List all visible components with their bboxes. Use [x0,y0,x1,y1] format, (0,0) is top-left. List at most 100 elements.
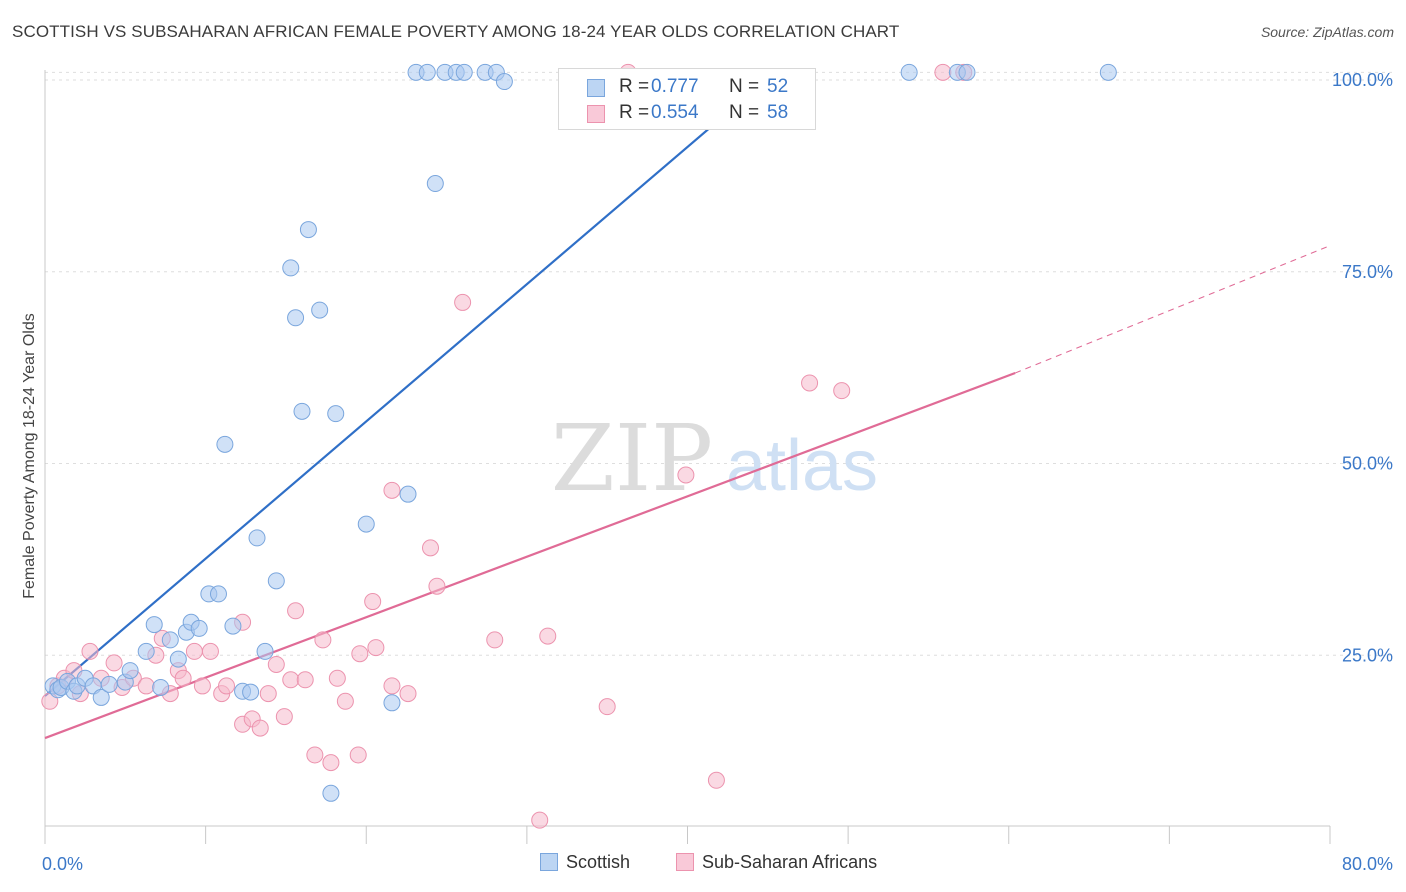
scottish-swatch [540,853,558,871]
point-scottish [216,435,234,453]
legend-n-label: N = [729,76,760,97]
legend-item-scottish[interactable]: Scottish [540,852,630,873]
y-tick-label: 25.0% [1342,645,1393,665]
watermark-zip: ZIP [551,405,713,512]
legend-r-label: R = [619,76,650,97]
legend-n-value: 58 [767,102,789,123]
point-scottish [169,650,187,668]
point-scottish [100,675,118,693]
point-scottish [145,616,163,634]
point-scottish [311,301,329,319]
legend-swatch-blue [587,79,605,97]
point-subsaharan [422,539,439,557]
point-subsaharan [137,677,155,695]
legend-swatch-pink [587,105,605,123]
point-scottish [92,688,110,706]
point-scottish [242,683,260,701]
point-subsaharan [314,631,332,649]
x-tick-label: 0.0% [42,854,83,874]
point-subsaharan [349,746,367,764]
point-scottish [190,619,208,637]
point-subsaharan [201,642,219,660]
point-scottish [357,515,375,533]
point-scottish [418,63,436,81]
watermark: ZIP atlas [551,405,878,512]
y-tick-label: 50.0% [1342,454,1393,474]
point-subsaharan [259,685,277,703]
point-subsaharan [934,63,952,81]
point-scottish [137,642,155,660]
point-scottish [299,221,317,239]
point-scottish [224,617,242,635]
trend-line-scottish [44,82,763,697]
point-scottish [455,63,473,81]
legend-item-subsaharan[interactable]: Sub-Saharan Africans [676,852,877,873]
point-subsaharan [193,677,211,695]
point-scottish [399,485,417,503]
point-subsaharan [267,655,285,673]
correlation-legend: R = 0.777 N = 52 R = 0.554 N = 58 [558,68,816,130]
x-tick-label: 80.0% [1342,854,1393,874]
point-subsaharan [428,577,446,595]
point-subsaharan [367,639,385,657]
point-scottish [426,175,444,193]
point-subsaharan [105,654,123,672]
point-subsaharan [531,811,549,829]
point-subsaharan [328,669,346,687]
point-subsaharan [383,481,401,499]
point-scottish [495,73,513,91]
chart-title: SCOTTISH VS SUBSAHARAN AFRICAN FEMALE PO… [12,22,900,41]
point-subsaharan [383,677,401,695]
subsaharan-swatch [676,853,694,871]
point-subsaharan [454,293,472,311]
point-scottish [287,309,305,327]
point-scottish [209,585,227,603]
point-subsaharan [185,642,203,660]
point-subsaharan [275,708,293,726]
watermark-atlas: atlas [726,426,878,506]
point-scottish [161,631,179,649]
point-scottish [293,402,311,420]
subsaharan-label: Sub-Saharan Africans [702,852,878,872]
point-scottish [322,784,340,802]
scottish-label: Scottish [566,852,631,872]
point-scottish [900,63,918,81]
point-scottish [256,642,274,660]
point-scottish [267,572,285,590]
point-subsaharan [287,602,305,620]
point-subsaharan [801,374,819,392]
point-subsaharan [833,382,851,400]
y-axis-label: Female Poverty Among 18-24 Year Olds [21,313,38,599]
legend-r-value: 0.554 [651,102,699,123]
point-subsaharan [336,692,354,710]
trend-line-subsaharan-extension [1014,245,1331,374]
legend-r-label: R = [619,102,650,123]
y-tick-label: 75.0% [1342,262,1393,282]
point-scottish [121,662,139,680]
gridlines [45,71,1392,656]
point-subsaharan [351,645,369,663]
point-scottish [327,405,345,423]
point-scottish [152,678,170,696]
trend-lines [44,82,1331,740]
point-subsaharan [486,631,504,649]
point-subsaharan [707,771,725,789]
point-subsaharan [218,677,236,695]
legend-n-label: N = [729,102,760,123]
point-subsaharan [322,754,340,772]
point-scottish [958,63,976,81]
legend-n-value: 52 [767,76,789,97]
point-subsaharan [174,669,192,687]
point-scottish [1099,63,1117,81]
tick-labels: 25.0% 50.0% 75.0% 100.0% 0.0% 80.0% [42,70,1393,874]
point-scottish [383,694,401,712]
point-subsaharan [364,593,382,611]
y-tick-label: 100.0% [1332,70,1393,90]
point-subsaharan [296,671,314,689]
point-scottish [248,529,266,547]
legend-r-value: 0.777 [651,76,699,97]
point-subsaharan [539,627,557,645]
point-subsaharan [677,466,695,484]
point-subsaharan [598,698,616,716]
